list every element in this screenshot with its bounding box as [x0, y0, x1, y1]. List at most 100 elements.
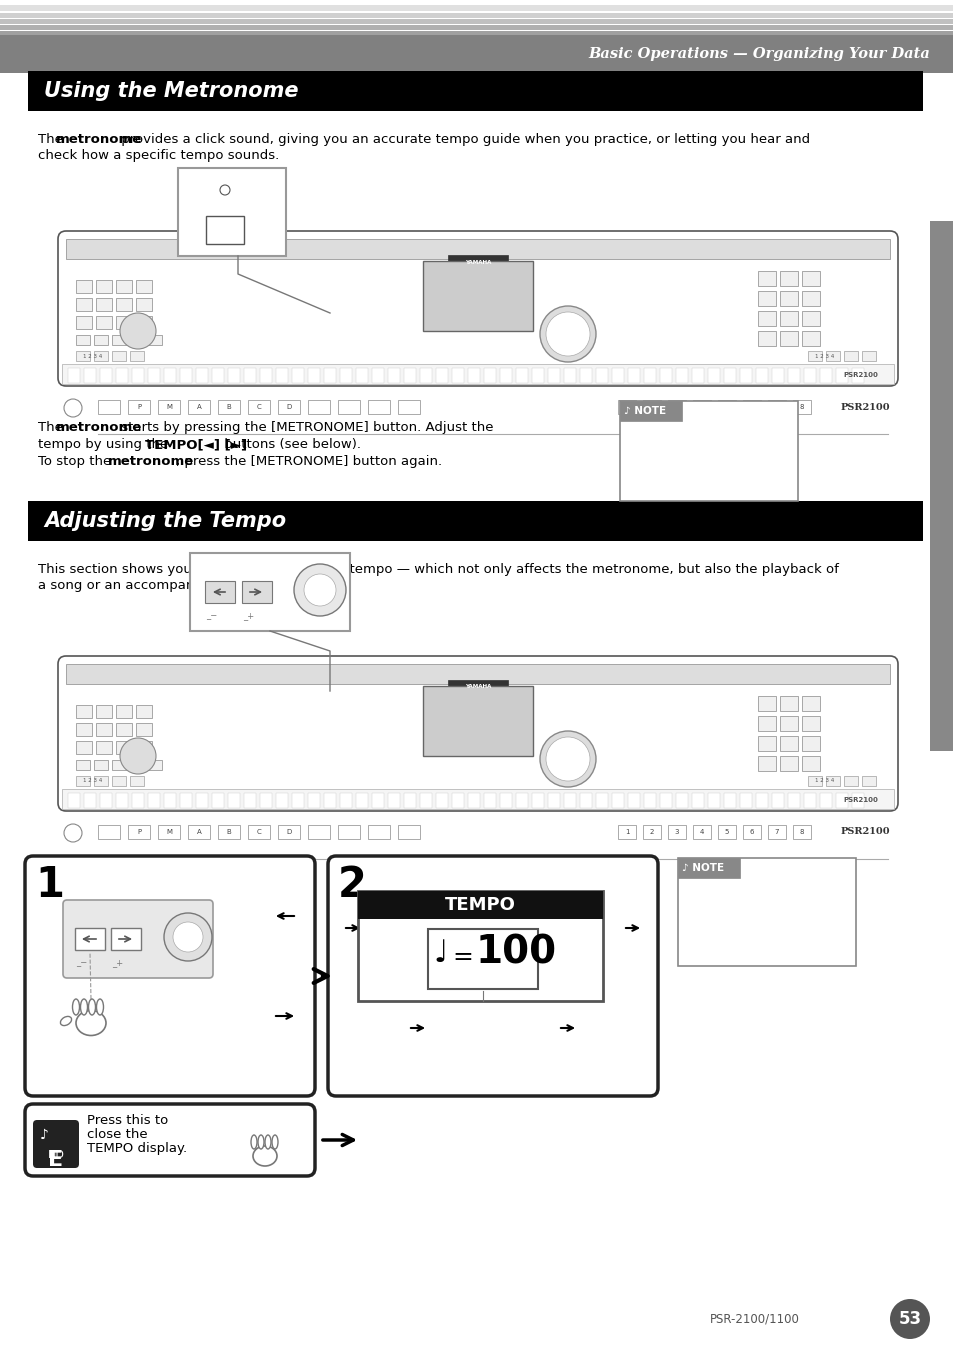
- Bar: [96, 705, 112, 717]
- Bar: [277, 400, 299, 413]
- Circle shape: [294, 563, 346, 616]
- Bar: [158, 825, 180, 839]
- Text: M: M: [166, 404, 172, 409]
- Bar: [275, 793, 288, 808]
- Bar: [148, 367, 160, 382]
- Bar: [718, 400, 735, 413]
- Bar: [767, 400, 785, 413]
- Bar: [723, 793, 735, 808]
- Bar: [84, 367, 96, 382]
- Bar: [0, 19, 953, 24]
- Text: 1 2 3 4: 1 2 3 4: [83, 778, 102, 784]
- Circle shape: [64, 824, 82, 842]
- Bar: [116, 299, 132, 311]
- Text: _−: _−: [206, 611, 217, 620]
- Bar: [66, 663, 889, 684]
- Bar: [612, 367, 623, 382]
- Bar: [627, 793, 639, 808]
- Ellipse shape: [272, 1135, 277, 1148]
- Bar: [76, 723, 91, 736]
- Text: PSR2100: PSR2100: [840, 828, 889, 836]
- Text: The: The: [38, 422, 67, 434]
- Text: starts by pressing the [METRONOME] button. Adjust the: starts by pressing the [METRONOME] butto…: [117, 422, 493, 434]
- Bar: [132, 793, 144, 808]
- Text: _+: _+: [243, 611, 253, 620]
- Bar: [388, 367, 399, 382]
- Bar: [692, 400, 710, 413]
- Text: D: D: [286, 830, 292, 835]
- Bar: [76, 705, 91, 717]
- Bar: [96, 280, 112, 293]
- Bar: [403, 367, 416, 382]
- Ellipse shape: [96, 998, 103, 1015]
- Bar: [130, 351, 144, 361]
- Bar: [136, 723, 152, 736]
- Text: 53: 53: [898, 1310, 921, 1328]
- Bar: [758, 716, 775, 731]
- Bar: [228, 793, 240, 808]
- Text: , press the [METRONOME] button again.: , press the [METRONOME] button again.: [175, 455, 441, 467]
- Bar: [801, 272, 820, 286]
- Bar: [780, 696, 797, 711]
- Bar: [228, 367, 240, 382]
- Bar: [771, 367, 783, 382]
- Bar: [452, 793, 463, 808]
- Ellipse shape: [253, 1146, 276, 1166]
- Bar: [96, 740, 112, 754]
- Bar: [0, 5, 953, 11]
- Bar: [62, 363, 893, 384]
- Bar: [691, 367, 703, 382]
- Bar: [339, 793, 352, 808]
- Bar: [195, 793, 208, 808]
- Bar: [448, 255, 507, 269]
- Bar: [801, 331, 820, 346]
- Bar: [448, 680, 507, 694]
- Bar: [111, 928, 141, 950]
- Text: Press this to: Press this to: [87, 1115, 168, 1127]
- Bar: [324, 367, 335, 382]
- Text: metronome: metronome: [56, 132, 142, 146]
- Bar: [148, 335, 162, 345]
- Bar: [158, 400, 180, 413]
- Bar: [164, 367, 175, 382]
- Bar: [579, 367, 592, 382]
- Text: buttons (see below).: buttons (see below).: [220, 438, 360, 451]
- Bar: [723, 367, 735, 382]
- Bar: [96, 299, 112, 311]
- Bar: [758, 696, 775, 711]
- Bar: [787, 793, 800, 808]
- Bar: [780, 757, 797, 771]
- Bar: [100, 367, 112, 382]
- Text: A: A: [196, 404, 201, 409]
- Bar: [403, 793, 416, 808]
- Bar: [436, 367, 448, 382]
- Bar: [755, 793, 767, 808]
- Bar: [248, 825, 270, 839]
- Text: metronome: metronome: [108, 455, 194, 467]
- Bar: [676, 367, 687, 382]
- Bar: [532, 793, 543, 808]
- Bar: [619, 401, 797, 501]
- Text: 7: 7: [774, 404, 779, 409]
- Bar: [780, 716, 797, 731]
- FancyBboxPatch shape: [25, 857, 314, 1096]
- Text: Basic Operations — Organizing Your Data: Basic Operations — Organizing Your Data: [587, 47, 929, 61]
- Text: 1: 1: [624, 830, 629, 835]
- Bar: [642, 825, 660, 839]
- Text: 7: 7: [774, 830, 779, 835]
- Bar: [499, 367, 512, 382]
- Text: 4: 4: [700, 404, 703, 409]
- Text: close the: close the: [87, 1128, 148, 1142]
- Bar: [76, 335, 90, 345]
- Bar: [0, 38, 953, 42]
- Bar: [357, 892, 602, 919]
- Bar: [758, 290, 775, 305]
- Bar: [116, 316, 132, 330]
- Bar: [112, 761, 126, 770]
- Bar: [388, 793, 399, 808]
- Bar: [428, 929, 537, 989]
- Circle shape: [539, 305, 596, 362]
- Bar: [627, 367, 639, 382]
- Bar: [803, 367, 815, 382]
- Text: provides a click sound, giving you an accurate tempo guide when you practice, or: provides a click sound, giving you an ac…: [117, 132, 809, 146]
